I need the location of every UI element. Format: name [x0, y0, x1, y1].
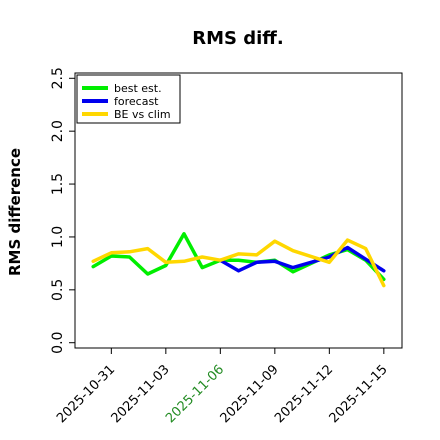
- y-tick-label: 0.0: [50, 332, 66, 354]
- x-tick-label: 2025-11-15: [327, 362, 391, 426]
- series-layer: [91, 232, 386, 288]
- y-tick-label: 0.5: [50, 279, 66, 301]
- y-axis: 0.0 0.5 1.0 1.5 2.0 2.5: [50, 67, 75, 354]
- legend-label: best est.: [114, 82, 162, 95]
- chart-title: RMS diff.: [192, 28, 283, 49]
- series-line-2: [91, 238, 386, 288]
- plot-frame: [74, 72, 403, 349]
- y-axis-label: RMS difference: [6, 148, 24, 276]
- x-axis: 2025-10-312025-11-032025-11-062025-11-09…: [54, 348, 391, 426]
- y-tick-label: 2.5: [50, 67, 66, 89]
- series-line-1: [218, 245, 386, 273]
- y-tick-label: 1.5: [50, 173, 66, 195]
- y-tick-label: 2.0: [50, 120, 66, 142]
- y-tick-label: 1.0: [50, 226, 66, 248]
- legend-label: BE vs clim: [114, 108, 171, 121]
- legend-label: forecast: [114, 95, 159, 108]
